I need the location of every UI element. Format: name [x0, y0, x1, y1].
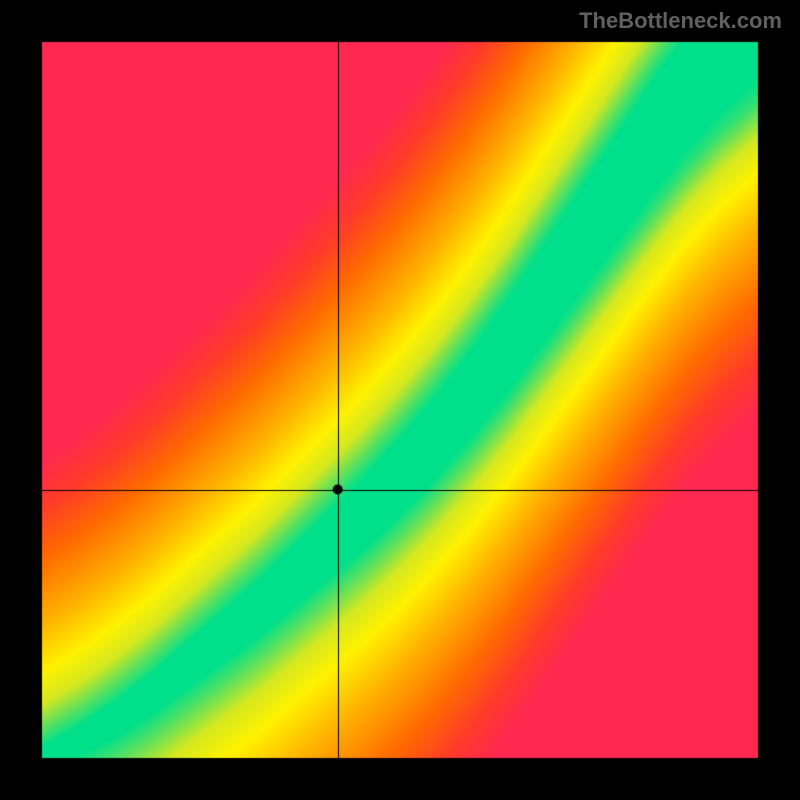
watermark-text: TheBottleneck.com: [579, 8, 782, 34]
chart-container: TheBottleneck.com: [0, 0, 800, 800]
bottleneck-heatmap-canvas: [0, 0, 800, 800]
